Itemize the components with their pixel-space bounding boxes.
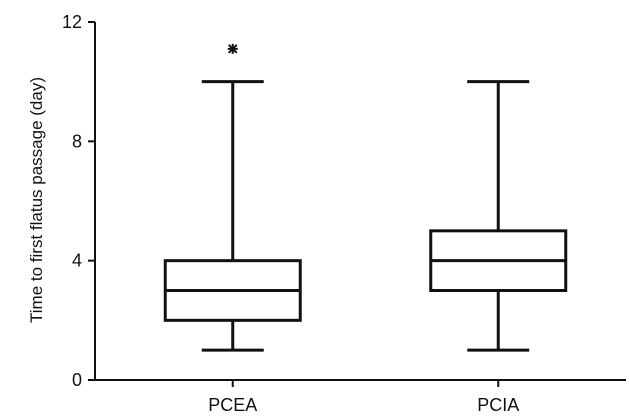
y-tick-label-4: 4 <box>72 251 82 271</box>
y-axis-title: Time to first flatus passage (day) <box>27 77 46 323</box>
y-tick-label-8: 8 <box>72 131 82 151</box>
x-tick-label-pcea: PCEA <box>208 395 257 415</box>
outlier-marker-pcea-0 <box>227 43 238 54</box>
plot-area: 0 4 8 12 PCEA PCIA <box>62 12 626 415</box>
y-tick-label-0: 0 <box>72 370 82 390</box>
outlier-stroke-pcea-0-3 <box>228 44 238 54</box>
x-tick-label-pcia: PCIA <box>477 395 519 415</box>
y-tick-label-12: 12 <box>62 12 82 32</box>
